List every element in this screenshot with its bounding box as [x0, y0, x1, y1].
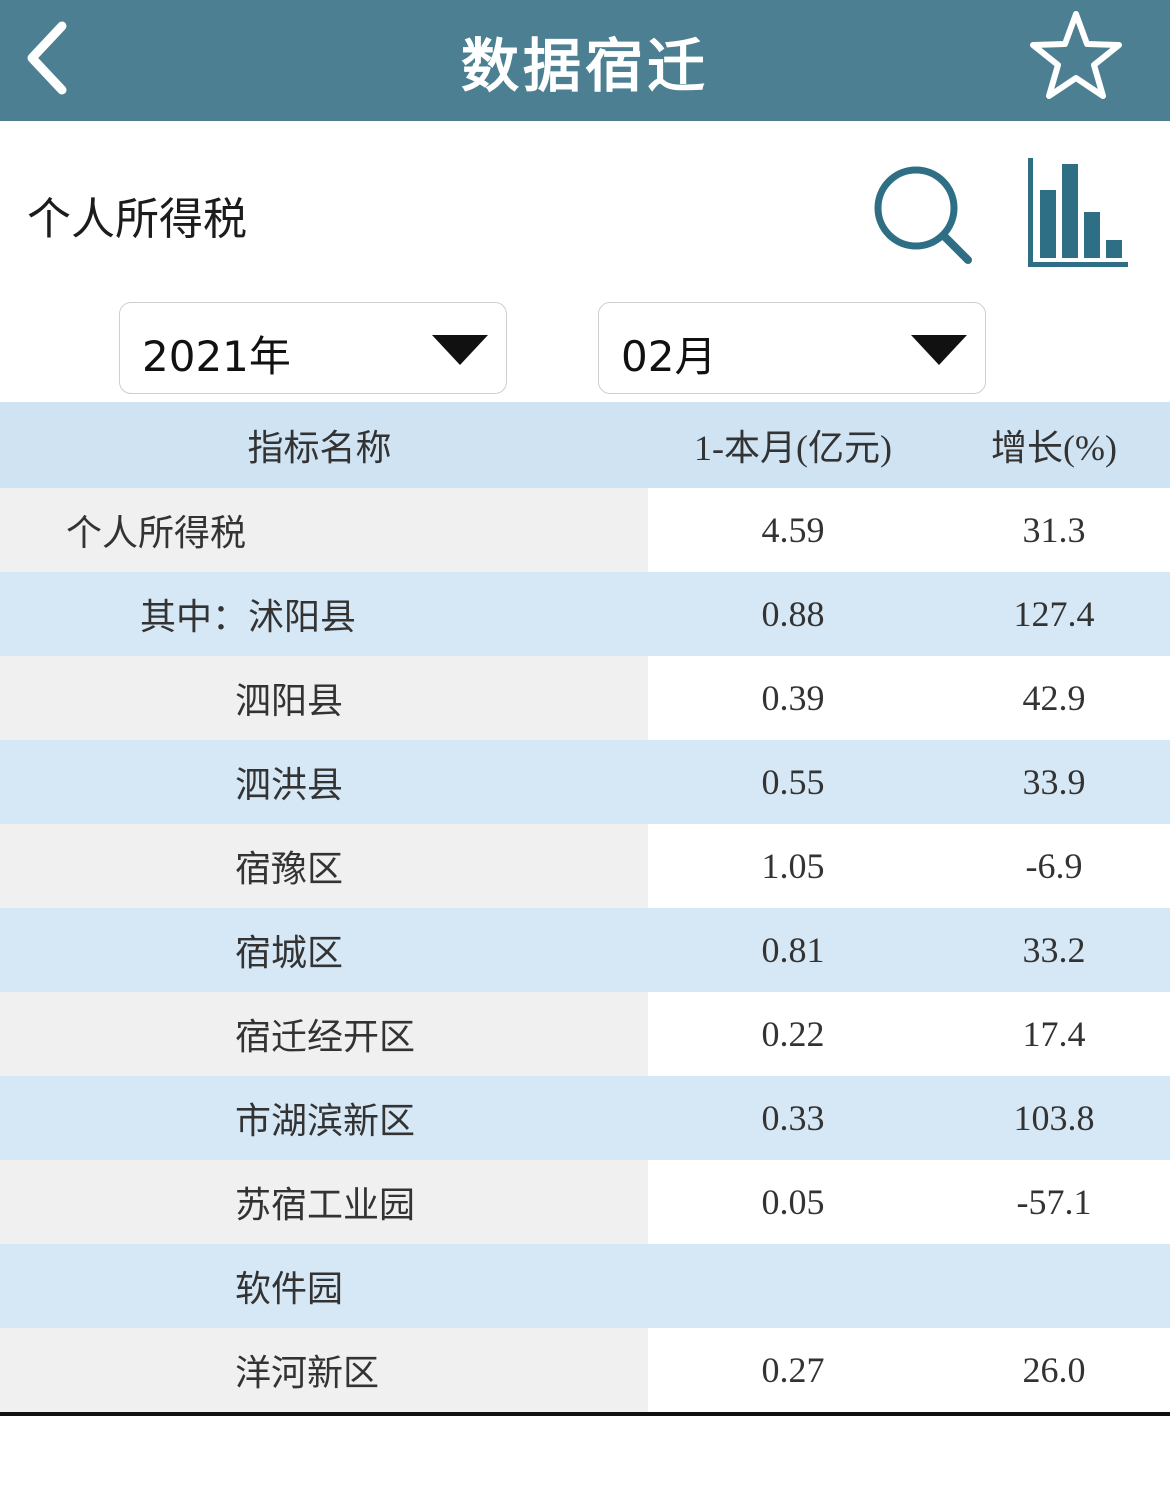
search-icon — [874, 166, 972, 264]
row-growth-value: 26.0 — [938, 1328, 1170, 1412]
row-growth-value: 127.4 — [938, 572, 1170, 656]
row-cumulative-value: 0.05 — [648, 1160, 938, 1244]
row-cumulative-value: 0.55 — [648, 740, 938, 824]
column-header-cumulative: 1-本月(亿元) — [648, 402, 938, 488]
row-indicator-name: 其中：沭阳县 — [0, 572, 648, 656]
row-cumulative-value: 0.22 — [648, 992, 938, 1076]
app-title: 数据宿迁 — [460, 31, 709, 100]
table-row[interactable]: 泗洪县 0.55 33.9 — [0, 740, 1170, 824]
row-cumulative-value: 1.05 — [648, 824, 938, 908]
row-growth-value: 33.2 — [938, 908, 1170, 992]
year-select-value: 2021年 — [142, 332, 291, 381]
row-growth-value: -6.9 — [938, 824, 1170, 908]
row-indicator-name: 软件园 — [0, 1244, 648, 1328]
search-button[interactable] — [872, 164, 976, 268]
table-row[interactable]: 软件园 — [0, 1244, 1170, 1328]
row-indicator-name: 个人所得税 — [0, 488, 648, 572]
back-button[interactable] — [20, 18, 80, 98]
row-cumulative-value: 4.59 — [648, 488, 938, 572]
month-select-value: 02月 — [621, 332, 717, 381]
row-cumulative-value — [648, 1244, 938, 1328]
row-indicator-name: 泗洪县 — [0, 740, 648, 824]
bar-chart-icon — [1028, 158, 1128, 267]
table-header-row: 指标名称 1-本月(亿元) 增长(%) — [0, 402, 1170, 488]
row-cumulative-value: 0.88 — [648, 572, 938, 656]
column-header-growth: 增长(%) — [938, 402, 1170, 488]
row-growth-value: 31.3 — [938, 488, 1170, 572]
page-title: 个人所得税 — [27, 194, 247, 245]
row-cumulative-value: 0.81 — [648, 908, 938, 992]
row-cumulative-value: 0.27 — [648, 1328, 938, 1412]
dropdown-arrow-icon — [432, 335, 488, 365]
row-growth-value — [938, 1244, 1170, 1328]
dropdown-arrow-icon — [911, 335, 967, 365]
row-indicator-name: 宿豫区 — [0, 824, 648, 908]
year-select[interactable]: 2021年 — [119, 302, 507, 394]
row-growth-value: -57.1 — [938, 1160, 1170, 1244]
row-indicator-name: 泗阳县 — [0, 656, 648, 740]
table-row[interactable]: 洋河新区 0.27 26.0 — [0, 1328, 1170, 1412]
row-indicator-name: 宿城区 — [0, 908, 648, 992]
row-growth-value: 33.9 — [938, 740, 1170, 824]
table-row[interactable]: 宿迁经开区 0.22 17.4 — [0, 992, 1170, 1076]
month-select[interactable]: 02月 — [598, 302, 986, 394]
row-indicator-name: 洋河新区 — [0, 1328, 648, 1412]
star-icon — [1030, 11, 1122, 99]
row-cumulative-value: 0.33 — [648, 1076, 938, 1160]
table-row[interactable]: 宿城区 0.81 33.2 — [0, 908, 1170, 992]
column-header-indicator: 指标名称 — [0, 402, 648, 488]
row-growth-value: 17.4 — [938, 992, 1170, 1076]
table-row[interactable]: 泗阳县 0.39 42.9 — [0, 656, 1170, 740]
table-row[interactable]: 其中：沭阳县 0.88 127.4 — [0, 572, 1170, 656]
top-app-bar: 数据宿迁 — [0, 0, 1170, 121]
row-cumulative-value: 0.39 — [648, 656, 938, 740]
row-growth-value: 42.9 — [938, 656, 1170, 740]
row-indicator-name: 宿迁经开区 — [0, 992, 648, 1076]
chart-view-button[interactable] — [1022, 158, 1130, 270]
row-growth-value: 103.8 — [938, 1076, 1170, 1160]
data-table: 指标名称 1-本月(亿元) 增长(%) 个人所得税 4.59 31.3 其中：沭阳县 0… — [0, 402, 1170, 1412]
row-indicator-name: 市湖滨新区 — [0, 1076, 648, 1160]
row-indicator-name: 苏宿工业园 — [0, 1160, 648, 1244]
chevron-left-icon — [27, 21, 67, 95]
table-row[interactable]: 个人所得税 4.59 31.3 — [0, 488, 1170, 572]
table-bottom-border — [0, 1412, 1170, 1416]
table-row[interactable]: 宿豫区 1.05 -6.9 — [0, 824, 1170, 908]
table-row[interactable]: 市湖滨新区 0.33 103.8 — [0, 1076, 1170, 1160]
favorite-button[interactable] — [1028, 8, 1124, 104]
table-row[interactable]: 苏宿工业园 0.05 -57.1 — [0, 1160, 1170, 1244]
